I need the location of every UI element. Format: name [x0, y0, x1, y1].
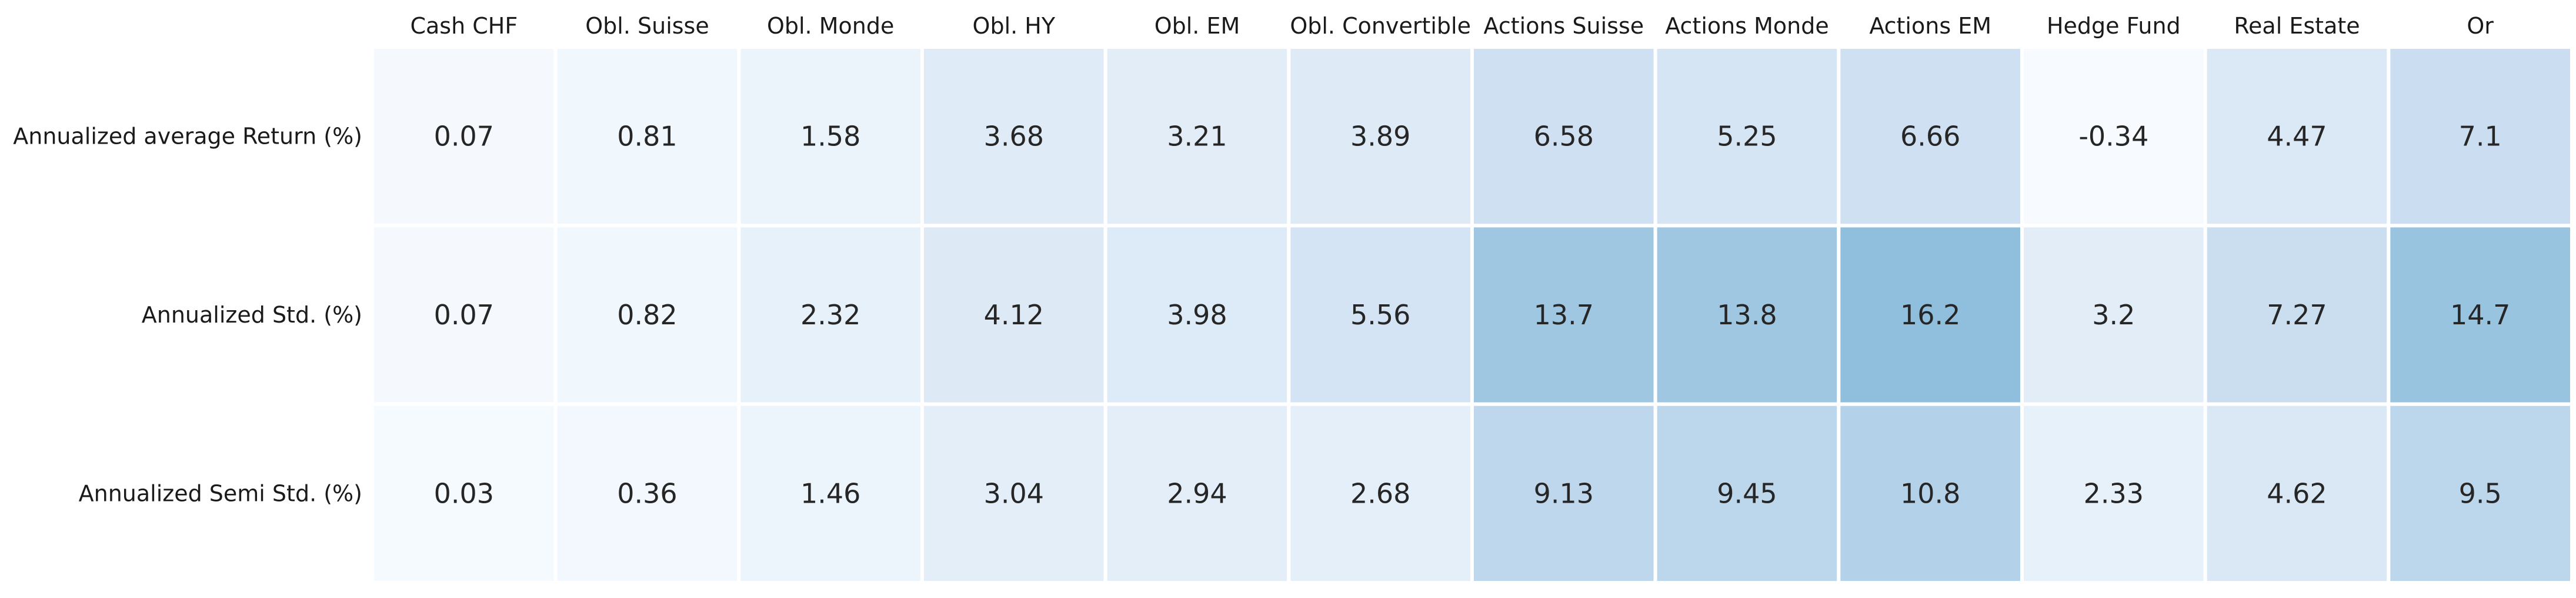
- cell-value-r1-c8: 16.2: [1900, 299, 1960, 331]
- cell-values: 0.07 0.81 1.58 3.68 3.21 3.89 6.58 5.25 6.66 -0.3…: [434, 121, 2511, 510]
- heatmap-cell-r0-c11: [2387, 45, 2574, 228]
- cell-value-r1-c1: 0.82: [617, 299, 677, 331]
- column-label-obl-hy: Obl. HY: [973, 13, 1056, 39]
- cell-value-r2-c1: 0.36: [617, 477, 677, 509]
- column-label-obl-em: Obl. EM: [1154, 13, 1240, 39]
- cell-value-r0-c8: 6.66: [1900, 121, 1960, 152]
- cell-value-r1-c2: 2.32: [800, 299, 860, 331]
- cell-value-r0-c10: 4.47: [2267, 121, 2327, 152]
- cell-value-r0-c4: 3.21: [1167, 121, 1227, 152]
- cell-value-r1-c9: 3.2: [2092, 299, 2135, 331]
- row-labels: Annualized average Return (%) Annualized …: [13, 124, 362, 507]
- cell-value-r1-c7: 13.8: [1717, 299, 1777, 331]
- cell-value-r2-c8: 10.8: [1900, 477, 1960, 509]
- heatmap-cell-r1-c9: [2020, 224, 2207, 406]
- column-label-obl-monde: Obl. Monde: [767, 13, 894, 39]
- heatmap-cell-r0-c0: [371, 45, 558, 228]
- column-label-or: Or: [2467, 13, 2494, 39]
- cell-value-r1-c5: 5.56: [1350, 299, 1410, 331]
- cell-value-r0-c9: -0.34: [2078, 121, 2148, 152]
- heatmap-cell-r2-c11: [2387, 402, 2574, 585]
- column-label-obl-suisse: Obl. Suisse: [585, 13, 709, 39]
- heatmap-cell-r1-c10: [2203, 224, 2391, 406]
- heatmap-cell-r2-c0: [371, 402, 558, 585]
- row-label-annualized-semi-std: Annualized Semi Std. (%): [79, 480, 362, 506]
- heatmap-cell-r1-c4: [1103, 224, 1291, 406]
- cell-value-r0-c11: 7.1: [2459, 121, 2502, 152]
- cell-value-r2-c5: 2.68: [1350, 477, 1410, 509]
- column-label-real-estate: Real Estate: [2234, 13, 2360, 39]
- heatmap-cell-r1-c8: [1837, 224, 2024, 406]
- cell-value-r2-c0: 0.03: [434, 477, 494, 509]
- column-label-actions-suisse: Actions Suisse: [1484, 13, 1644, 39]
- heatmap-cell-r1-c3: [920, 224, 1107, 406]
- cell-value-r2-c11: 9.5: [2459, 477, 2502, 509]
- cell-value-r0-c2: 1.58: [800, 121, 860, 152]
- cell-value-r0-c1: 0.81: [617, 121, 677, 152]
- cell-value-r1-c11: 14.7: [2450, 299, 2510, 331]
- column-label-hedge-fund: Hedge Fund: [2047, 13, 2181, 39]
- cell-value-r1-c0: 0.07: [434, 299, 494, 331]
- heatmap-cell-r2-c2: [737, 402, 925, 585]
- cell-value-r1-c10: 7.27: [2267, 299, 2327, 331]
- cell-value-r2-c10: 4.62: [2267, 477, 2327, 509]
- heatmap-cell-r0-c1: [553, 45, 741, 228]
- heatmap-cell-r2-c6: [1470, 402, 1657, 585]
- cell-value-r2-c6: 9.13: [1534, 477, 1594, 509]
- cell-value-r0-c6: 6.58: [1534, 121, 1594, 152]
- column-labels: Cash CHF Obl. Suisse Obl. Monde Obl. HY Obl.…: [410, 13, 2494, 39]
- column-label-actions-em: Actions EM: [1869, 13, 1991, 39]
- column-label-cash-chf: Cash CHF: [410, 13, 518, 39]
- cell-value-r0-c0: 0.07: [434, 121, 494, 152]
- heatmap-cell-r2-c10: [2203, 402, 2391, 585]
- cell-value-r2-c2: 1.46: [800, 477, 860, 509]
- heatmap-cell-r2-c3: [920, 402, 1107, 585]
- cell-value-r2-c3: 3.04: [984, 477, 1044, 509]
- heatmap-cells: [371, 45, 2574, 585]
- row-label-annualized-std: Annualized Std. (%): [142, 302, 362, 328]
- row-label-annualized-average-return: Annualized average Return (%): [13, 124, 362, 150]
- heatmap-cell-r0-c5: [1287, 45, 1474, 228]
- cell-value-r2-c7: 9.45: [1717, 477, 1777, 509]
- heatmap-cell-r2-c9: [2020, 402, 2207, 585]
- column-label-actions-monde: Actions Monde: [1665, 13, 1829, 39]
- heatmap-cell-r1-c1: [553, 224, 741, 406]
- cell-value-r2-c9: 2.33: [2084, 477, 2144, 509]
- heatmap-cell-r1-c7: [1653, 224, 1841, 406]
- heatmap-cell-r0-c7: [1653, 45, 1841, 228]
- heatmap-cell-r1-c6: [1470, 224, 1657, 406]
- column-label-obl-convertible: Obl. Convertible: [1290, 13, 1471, 39]
- heatmap-cell-r0-c2: [737, 45, 925, 228]
- cell-value-r1-c6: 13.7: [1534, 299, 1594, 331]
- heatmap-cell-r0-c9: [2020, 45, 2207, 228]
- heatmap-cell-r1-c5: [1287, 224, 1474, 406]
- cell-value-r1-c4: 3.98: [1167, 299, 1227, 331]
- cell-value-r2-c4: 2.94: [1167, 477, 1227, 509]
- cell-value-r0-c7: 5.25: [1717, 121, 1777, 152]
- heatmap-cell-r2-c4: [1103, 402, 1291, 585]
- cell-value-r0-c3: 3.68: [984, 121, 1044, 152]
- heatmap-cell-r1-c11: [2387, 224, 2574, 406]
- cell-value-r0-c5: 3.89: [1350, 121, 1410, 152]
- cell-value-r1-c3: 4.12: [984, 299, 1044, 331]
